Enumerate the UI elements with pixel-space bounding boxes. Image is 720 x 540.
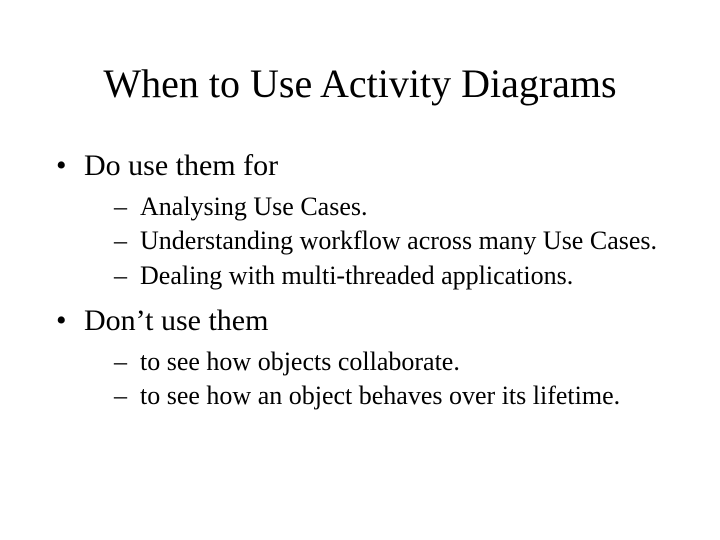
- list-item: Analysing Use Cases.: [84, 191, 670, 224]
- list-item-text: Analysing Use Cases.: [140, 192, 367, 221]
- list-item: Do use them for Analysing Use Cases. Und…: [50, 147, 670, 292]
- slide: When to Use Activity Diagrams Do use the…: [0, 0, 720, 540]
- slide-title: When to Use Activity Diagrams: [50, 60, 670, 107]
- list-item: to see how objects collaborate.: [84, 346, 670, 379]
- list-item: to see how an object behaves over its li…: [84, 380, 670, 413]
- bullet-list: Do use them for Analysing Use Cases. Und…: [50, 147, 670, 413]
- sub-list: Analysing Use Cases. Understanding workf…: [84, 191, 670, 293]
- list-item-text: to see how an object behaves over its li…: [140, 381, 620, 410]
- list-item-text: Do use them for: [84, 149, 278, 182]
- list-item: Don’t use them to see how objects collab…: [50, 302, 670, 413]
- list-item-text: Don’t use them: [84, 304, 268, 337]
- list-item-text: Dealing with multi-threaded applications…: [140, 261, 573, 290]
- list-item-text: Understanding workflow across many Use C…: [140, 226, 657, 255]
- list-item: Understanding workflow across many Use C…: [84, 225, 670, 258]
- list-item-text: to see how objects collaborate.: [140, 347, 460, 376]
- list-item: Dealing with multi-threaded applications…: [84, 260, 670, 293]
- sub-list: to see how objects collaborate. to see h…: [84, 346, 670, 413]
